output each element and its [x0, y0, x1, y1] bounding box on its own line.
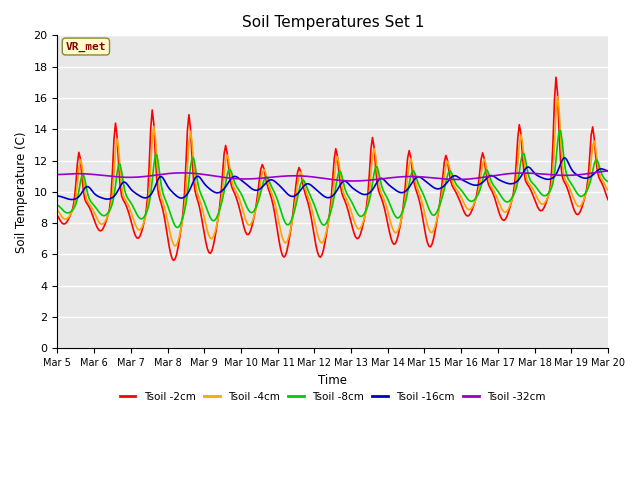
Y-axis label: Soil Temperature (C): Soil Temperature (C) — [15, 131, 28, 252]
Text: VR_met: VR_met — [66, 41, 106, 52]
Title: Soil Temperatures Set 1: Soil Temperatures Set 1 — [241, 15, 424, 30]
X-axis label: Time: Time — [318, 373, 348, 386]
Legend: Tsoil -2cm, Tsoil -4cm, Tsoil -8cm, Tsoil -16cm, Tsoil -32cm: Tsoil -2cm, Tsoil -4cm, Tsoil -8cm, Tsoi… — [116, 387, 550, 406]
